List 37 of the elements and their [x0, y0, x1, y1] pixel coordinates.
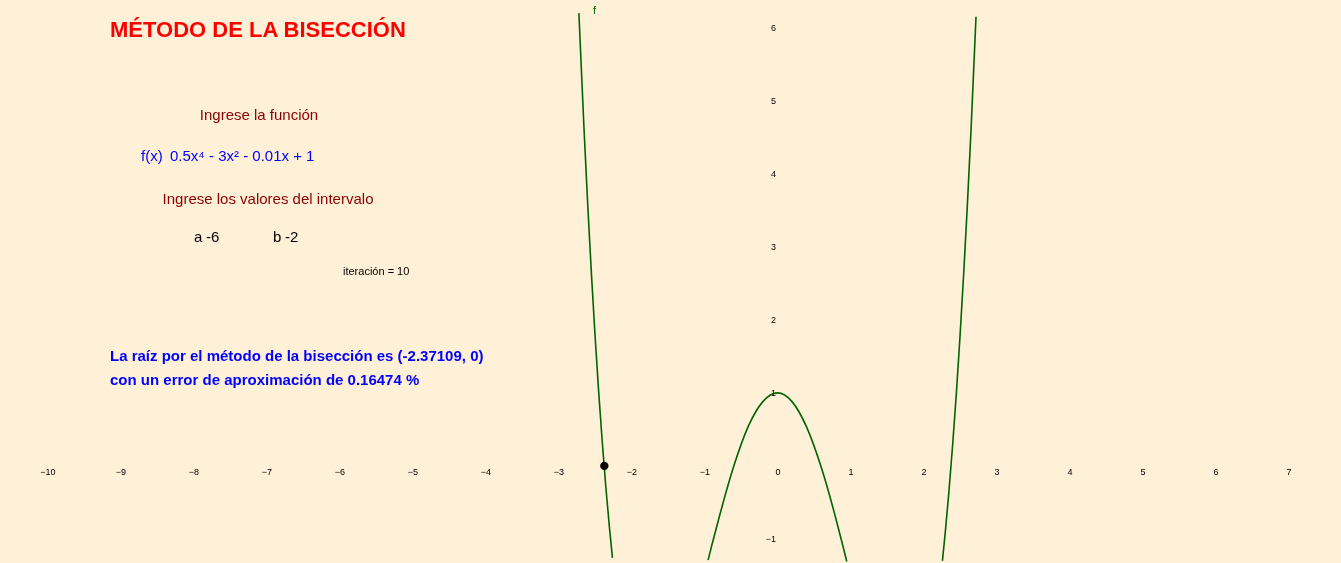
x-tick-label: 5 — [1140, 467, 1146, 478]
annotation: a — [194, 228, 203, 245]
annotation: f(x) — [141, 147, 163, 164]
x-tick-label: −8 — [188, 467, 200, 478]
annotation: La raíz por el método de la bisección es (-2.37109, 0) — [110, 347, 484, 364]
x-tick-label: 1 — [848, 467, 854, 478]
x-tick-label: −4 — [480, 467, 492, 478]
y-tick-label: 6 — [770, 23, 776, 34]
annotation: -2 — [285, 228, 299, 245]
x-tick-label: 0 — [775, 467, 781, 478]
annotation: Ingrese la función — [199, 106, 319, 123]
y-tick-label: 5 — [770, 96, 776, 107]
annotation: iteración = 10 — [343, 265, 410, 277]
text: MÉTODO DE LA BISECCIÓN — [110, 17, 406, 42]
annotation: b — [273, 228, 282, 245]
x-tick-label: −9 — [115, 467, 127, 478]
x-tick-label: 4 — [1067, 467, 1073, 478]
x-tick-label: 7 — [1286, 467, 1292, 478]
x-tick-label: −1 — [699, 467, 711, 478]
annotation: Ingrese los valores del intervalo — [162, 190, 374, 207]
annotation: -6 — [206, 228, 220, 245]
series-label: f — [592, 4, 597, 17]
x-tick-label: −6 — [334, 467, 346, 478]
x-tick-label: −7 — [261, 467, 273, 478]
x-tick-label: 3 — [994, 467, 1000, 478]
x-tick-label: −5 — [407, 467, 419, 478]
y-tick-label: −1 — [765, 534, 776, 545]
x-tick-label: 6 — [1213, 467, 1219, 478]
x-tick-label: 2 — [921, 467, 927, 478]
annotation: 0.5x⁴ - 3x² - 0.01x + 1 — [170, 147, 315, 164]
y-tick-label: 3 — [770, 242, 776, 253]
annotation: con un error de aproximación de 0.16474 % — [110, 371, 420, 388]
x-tick-label: −2 — [626, 467, 638, 478]
y-tick-label: 4 — [770, 169, 776, 180]
x-tick-label: −3 — [553, 467, 565, 478]
y-tick-label: 2 — [770, 315, 776, 326]
x-tick-label: −10 — [40, 467, 56, 478]
